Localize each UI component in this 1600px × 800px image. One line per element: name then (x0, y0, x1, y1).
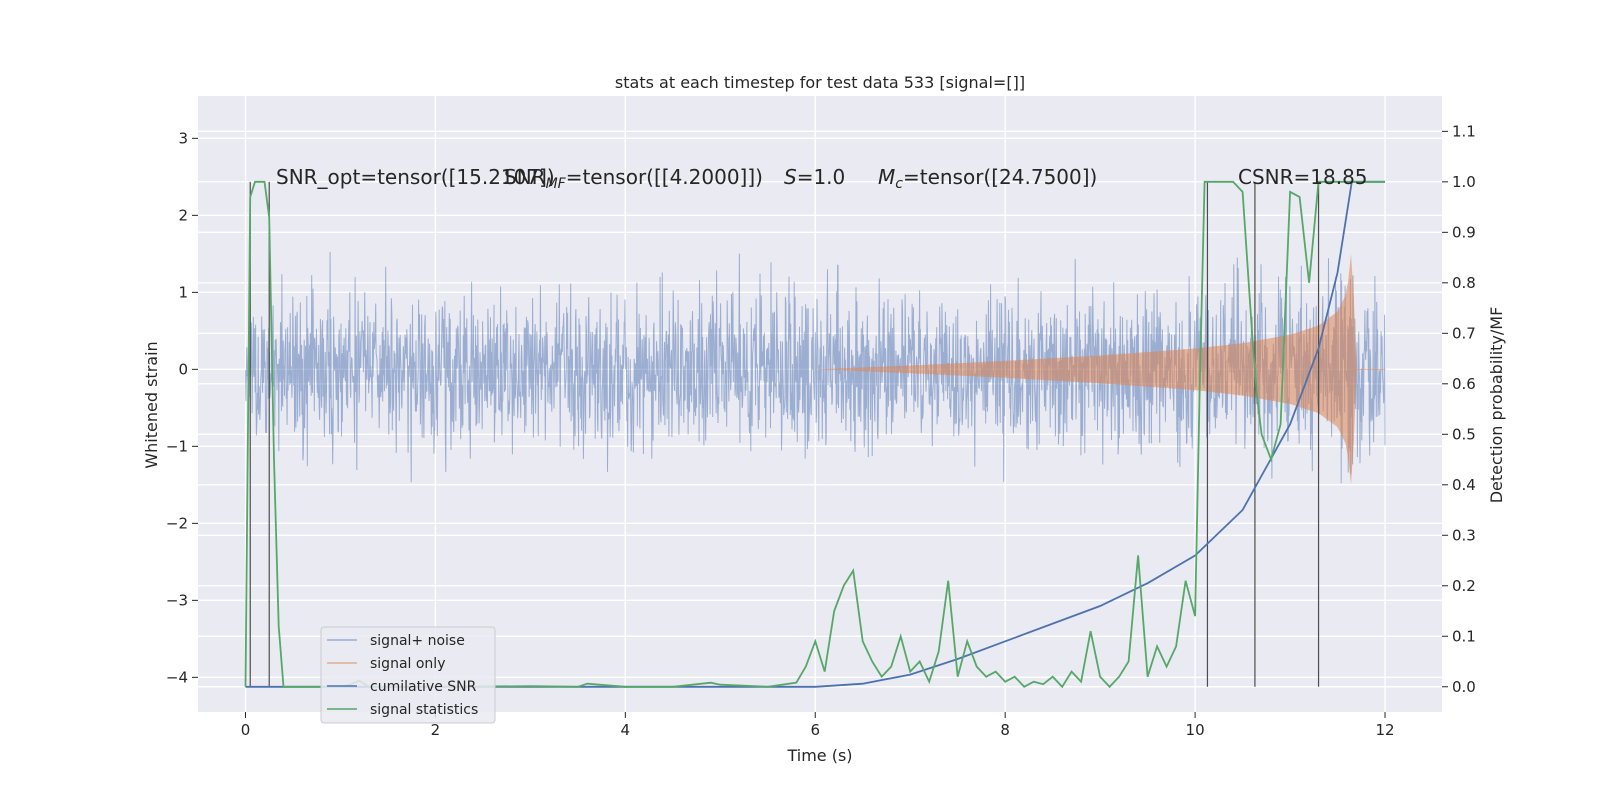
legend-label-signal-statistics: signal statistics (370, 702, 478, 718)
y-right-tick-label: 0.4 (1452, 476, 1476, 494)
legend-label-signal-only: signal only (370, 656, 445, 672)
y-right-tick-label: 1.0 (1452, 173, 1476, 191)
x-tick-label: 12 (1375, 721, 1394, 739)
y-right-tick-label: 0.7 (1452, 324, 1476, 342)
signal-only-area (245, 254, 1357, 485)
y-left-tick-label: −2 (166, 514, 188, 532)
x-tick-label: 2 (431, 721, 441, 739)
y-right-tick-label: 0.1 (1452, 627, 1476, 645)
x-tick-label: 4 (621, 721, 631, 739)
annotation-csnr: CSNR=18.85 (1238, 165, 1368, 189)
y-left-tick-label: 2 (178, 206, 188, 224)
chart-title: stats at each timestep for test data 533… (615, 73, 1025, 92)
legend-label-signal-noise: signal+ noise (370, 633, 465, 649)
y-right-axis-label: Detection probability/MF (1487, 307, 1506, 504)
legend-label-cumulative-snr: cumilative SNR (370, 679, 477, 695)
x-axis-label: Time (s) (786, 746, 852, 765)
annotation-snr-opt: SNR_opt=tensor([15.2107]) (276, 165, 555, 189)
annotation-snr-mf: SNRMF=tensor([[4.2000]]) (504, 165, 763, 192)
y-right-ticks: 0.0 0.1 0.2 0.3 0.4 0.5 0.6 0.7 0.8 0.9 1.0 1.1 (1442, 122, 1476, 696)
y-left-tick-label: 0 (178, 360, 188, 378)
annotation-s: S=1.0 (784, 165, 845, 189)
x-tick-label: 0 (241, 721, 251, 739)
y-right-tick-label: 1.1 (1452, 122, 1476, 140)
y-right-tick-label: 0.2 (1452, 577, 1476, 595)
legend: signal+ noise signal only cumilative SNR… (320, 626, 496, 724)
y-right-tick-label: 0.6 (1452, 375, 1476, 393)
cumulative-snr-series (245, 180, 1385, 688)
y-left-tick-label: −3 (166, 591, 188, 609)
x-ticks: 0 2 4 6 8 10 12 (241, 712, 1395, 739)
y-left-ticks: −4 −3 −2 −1 0 1 2 3 (166, 129, 198, 686)
y-left-tick-label: 1 (178, 283, 188, 301)
signal-noise-line (245, 251, 1386, 484)
legend-box (320, 626, 496, 724)
annotation-mc: Mc=tensor([24.7500]) (878, 165, 1097, 192)
y-right-tick-label: 0.3 (1452, 526, 1476, 544)
plot-background (198, 96, 1442, 712)
y-right-tick-label: 0.0 (1452, 678, 1476, 696)
x-tick-label: 8 (1000, 721, 1010, 739)
y-left-tick-label: −1 (166, 437, 188, 455)
signal-noise-series (245, 251, 1386, 484)
y-left-tick-label: −4 (166, 668, 188, 686)
signal-only-series (245, 254, 1386, 485)
y-right-tick-label: 0.5 (1452, 425, 1476, 443)
y-right-tick-label: 0.9 (1452, 223, 1476, 241)
x-tick-label: 10 (1186, 721, 1205, 739)
x-tick-label: 6 (810, 721, 820, 739)
y-right-tick-label: 0.8 (1452, 274, 1476, 292)
y-left-axis-label: Whitened strain (142, 341, 161, 468)
y-left-tick-label: 3 (178, 129, 188, 147)
cumulative-snr-line (245, 180, 1385, 688)
